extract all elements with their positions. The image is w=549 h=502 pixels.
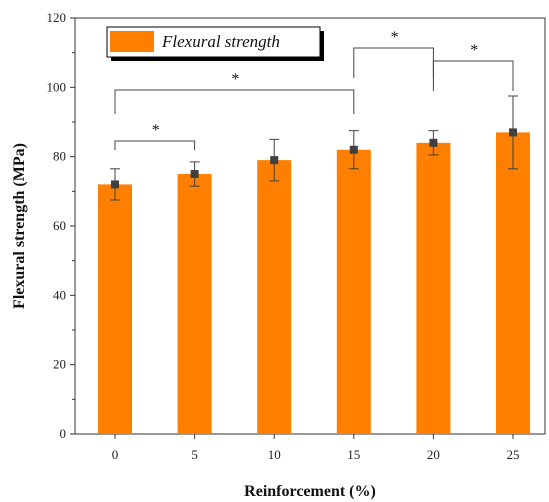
significance-label: *	[470, 42, 478, 59]
mean-marker	[349, 145, 358, 154]
y-tick-label: 0	[60, 426, 67, 441]
significance-bracket	[114, 89, 355, 114]
bar	[336, 149, 371, 434]
y-tick-label: 100	[47, 79, 67, 94]
legend: Flexural strength	[106, 26, 324, 61]
bar-series	[98, 95, 530, 435]
mean-marker	[270, 156, 279, 165]
x-tick-label: 10	[268, 447, 281, 462]
bar	[257, 160, 292, 434]
x-tick-label: 0	[112, 447, 119, 462]
bar	[416, 142, 451, 435]
bar	[98, 184, 132, 434]
significance-label: *	[231, 71, 239, 88]
x-tick-label: 15	[347, 447, 360, 462]
significance-label: *	[391, 29, 399, 46]
x-axis: 0 5 10 15 20 25	[112, 434, 520, 462]
significance-label: *	[152, 122, 160, 139]
bar	[177, 174, 212, 434]
mean-marker	[509, 128, 517, 137]
significance-bracket	[114, 140, 196, 150]
x-tick-label: 20	[427, 447, 440, 462]
y-tick-label: 80	[53, 149, 66, 164]
x-tick-label: 25	[507, 447, 520, 462]
plot-area-border	[74, 17, 546, 435]
legend-label: Flexural strength	[161, 32, 280, 51]
y-tick-label: 120	[47, 10, 67, 25]
plot-frame	[74, 17, 546, 435]
y-tick-label: 20	[53, 357, 66, 372]
x-axis-title: Reinforcement (%)	[244, 483, 376, 500]
y-axis: 0 20 40 60 80 100 120	[47, 10, 75, 441]
x-tick-label: 5	[191, 447, 198, 462]
y-tick-label: 60	[53, 218, 66, 233]
significance-brackets: * * * *	[114, 29, 514, 150]
significance-bracket	[353, 47, 434, 78]
legend-swatch	[110, 31, 154, 52]
significance-bracket	[432, 60, 514, 91]
mean-marker	[190, 170, 199, 178]
mean-marker	[111, 180, 119, 189]
y-tick-label: 40	[53, 287, 66, 302]
y-axis-title: Flexural strength (MPa)	[11, 143, 28, 309]
mean-marker	[429, 138, 438, 147]
bar	[496, 132, 530, 434]
